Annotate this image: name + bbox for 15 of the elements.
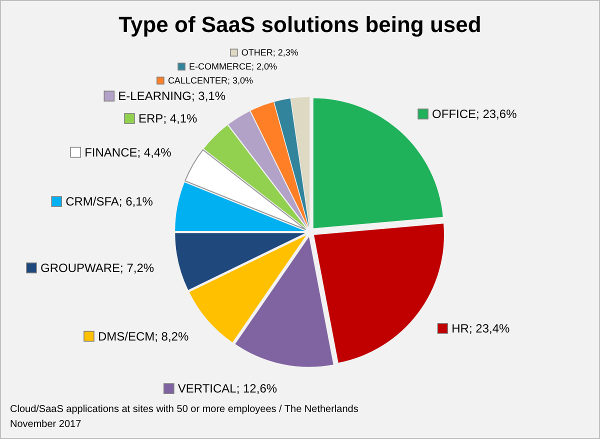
legend-label: HR; 23,4% — [452, 321, 510, 336]
text: Cloud/SaaS applications at sites with 50 or more employees / The Netherlands — [10, 404, 358, 415]
slice-label: FINANCE; 4,4% — [84, 145, 172, 160]
legend-label: E-COMMERCE; 2,0% — [189, 62, 278, 72]
legend-label: ERP; 4,1% — [138, 112, 198, 126]
legend-label: DMS/ECM; 8,2% — [98, 329, 189, 344]
legend-label: VERTICAL; 12,6% — [178, 382, 278, 396]
legend-label: GROUPWARE; 7,2% — [40, 260, 154, 275]
legend-label: CRM/SFA; 6,1% — [66, 194, 154, 209]
legend-label: E-LEARNING; 3,1% — [118, 89, 226, 104]
legend-label: OFFICE; 23,6% — [432, 107, 518, 121]
legend-label: OTHER; 2,3% — [241, 48, 298, 58]
legend-label: CALLCENTER; 3,0% — [168, 76, 253, 86]
chart-title: Type of SaaS solutions being used — [118, 12, 482, 37]
text: November 2017 — [10, 419, 82, 430]
